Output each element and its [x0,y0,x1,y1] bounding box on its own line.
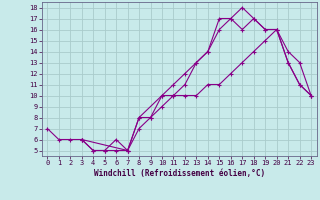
X-axis label: Windchill (Refroidissement éolien,°C): Windchill (Refroidissement éolien,°C) [94,169,265,178]
